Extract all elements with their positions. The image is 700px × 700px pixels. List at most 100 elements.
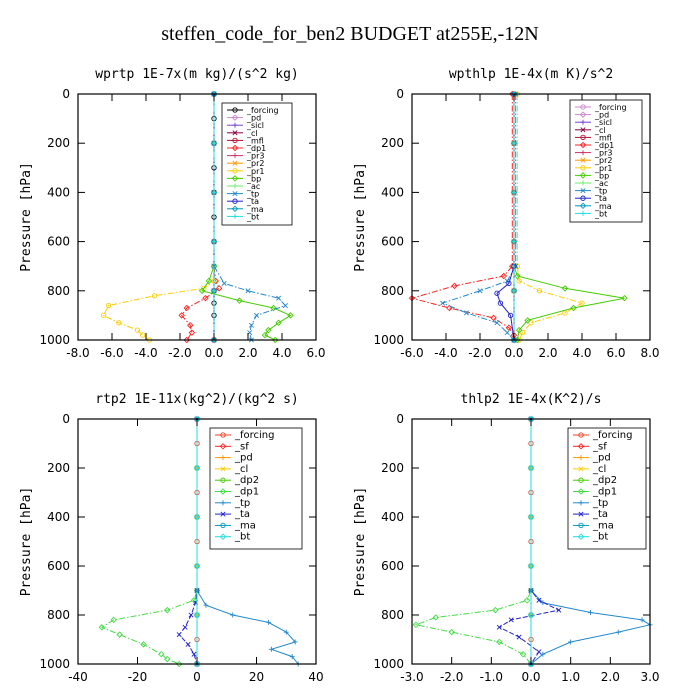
series-bt [193, 415, 201, 668]
legend-entry: _tp [575, 187, 607, 196]
data-point [183, 336, 191, 344]
data-point [105, 302, 112, 309]
legend-label: _pd [592, 453, 611, 464]
legend: _forcing_sf_pd_cl_dp2_dp1_tp_ta_ma_bt [209, 427, 303, 550]
data-point [639, 617, 645, 623]
legend-label: _sicl [594, 118, 612, 127]
data-point [151, 293, 158, 299]
legend-entry: _sicl [575, 118, 612, 127]
data-point [164, 655, 171, 663]
series-ta [494, 91, 517, 343]
legend-entry: _pr3 [227, 152, 264, 161]
x-tick-label: 0.0 [521, 670, 540, 684]
data-point [211, 189, 217, 195]
data-point [516, 278, 522, 284]
data-point [183, 304, 191, 312]
data-point [497, 300, 504, 306]
legend-marker [577, 443, 585, 450]
legend-marker [220, 511, 226, 517]
legend-entry: _bp [575, 171, 609, 180]
x-tick-label: 2.0 [238, 346, 257, 360]
legend-entry: _tp [215, 498, 250, 509]
data-point [504, 330, 510, 336]
legend-marker [578, 511, 584, 517]
legend-marker [577, 533, 585, 540]
legend-label: _dp1 [594, 141, 614, 150]
series-line [410, 94, 515, 340]
legend-label: _ta [246, 197, 259, 206]
legend-label: _ta [234, 509, 250, 520]
series-line [102, 94, 215, 341]
legend-marker [232, 137, 238, 144]
legend-entry: _pr1 [227, 167, 264, 176]
data-point [494, 320, 500, 326]
legend-marker [580, 210, 586, 216]
y-tick-label: 0 [62, 87, 70, 101]
data-point [211, 239, 217, 245]
legend-marker [579, 202, 587, 210]
x-tick-label: 4.0 [572, 346, 591, 360]
legend-entry: _cl [575, 126, 606, 135]
data-point [289, 654, 295, 660]
legend-label: _dp1 [592, 487, 617, 498]
legend-label: _tp [594, 187, 607, 196]
legend-marker [231, 175, 239, 182]
data-point [527, 611, 535, 619]
chart-title: wprtp 1E-7x(m kg)/(s^2 kg) [95, 67, 299, 82]
legend-marker [580, 157, 586, 163]
series-tp [440, 91, 519, 343]
y-axis-label: Pressure [hPa] [19, 162, 34, 272]
legend-marker [580, 165, 586, 171]
legend-marker [219, 488, 227, 495]
legend-marker [220, 455, 226, 461]
data-point [110, 616, 117, 624]
legend-marker [579, 172, 587, 179]
y-axis-label: Pressure [hPa] [353, 487, 368, 597]
legend-entry: _dp2 [215, 475, 259, 486]
data-point [158, 650, 165, 658]
data-point [451, 282, 458, 290]
data-point [492, 606, 499, 614]
legend-entry: _sf [215, 441, 249, 452]
data-point [210, 336, 218, 344]
legend-entry: _ma [573, 520, 614, 531]
data-point [176, 632, 182, 638]
legend-marker [220, 432, 226, 438]
legend-label: _dp1 [234, 487, 259, 498]
legend-label: _ma [246, 205, 264, 214]
legend-entry: _pd [227, 114, 261, 123]
legend-label: _tp [246, 190, 259, 199]
data-point [556, 607, 562, 613]
legend-label: _bt [594, 209, 607, 218]
legend-label: _pr1 [246, 167, 264, 176]
legend-entry: _sicl [227, 121, 264, 130]
y-tick-label: 1000 [373, 333, 404, 347]
legend-entry: _forcing [575, 103, 627, 112]
legend-label: _forcing [246, 106, 279, 115]
data-point [211, 288, 217, 294]
x-tick-label: -4.0 [134, 346, 157, 360]
data-point [506, 280, 512, 287]
legend-marker [232, 130, 238, 136]
data-point [186, 322, 194, 329]
legend-label: _bt [592, 532, 608, 543]
legend-marker [580, 150, 586, 156]
legend-entry: _ma [575, 202, 612, 211]
data-point [477, 288, 483, 294]
figure-title: steffen_code_for_ben2 BUDGET at255E,-12N [161, 23, 539, 45]
legend-entry: _bt [573, 532, 608, 543]
data-point [265, 326, 272, 334]
y-tick-label: 200 [381, 136, 404, 150]
y-axis-label: Pressure [hPa] [353, 162, 368, 272]
data-point [245, 288, 251, 294]
series-line [516, 94, 584, 341]
data-point [561, 285, 569, 292]
data-point [516, 634, 522, 640]
legend-entry: _dp2 [573, 475, 617, 486]
legend-entry: _bt [215, 532, 250, 543]
data-point [193, 464, 201, 472]
series-line [100, 419, 198, 665]
legend-entry: _cl [573, 464, 606, 475]
data-point [221, 280, 227, 286]
data-point [211, 140, 217, 146]
